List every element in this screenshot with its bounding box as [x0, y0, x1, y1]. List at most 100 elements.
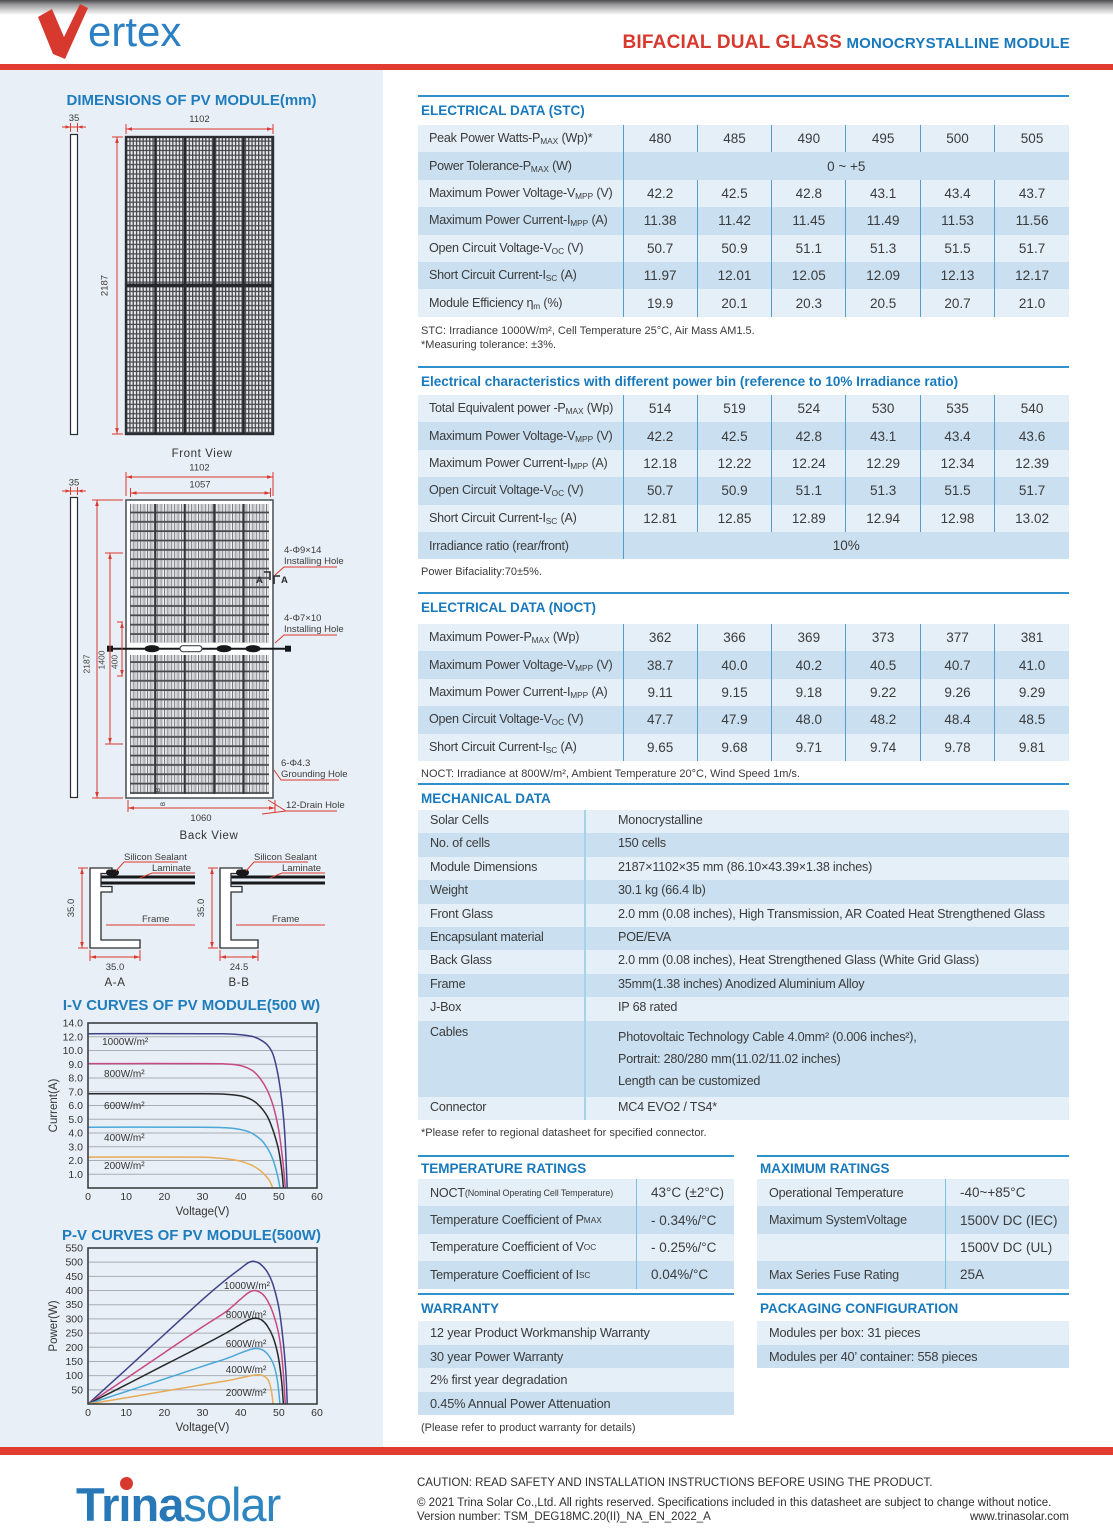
series-line	[87, 1374, 274, 1405]
cell-value: 500	[919, 125, 995, 153]
section-rule	[418, 1155, 734, 1157]
cell-value: 51.7	[994, 477, 1069, 505]
dim-aa-height: 35.0	[66, 899, 77, 918]
temperature-table: NOCT (Nominal Operating Cell Temperature)…	[418, 1179, 734, 1289]
cell-value: 47.7	[622, 706, 698, 734]
stc-table: Peak Power Watts-PMAX (Wp)* 480 485 490 495 5…	[418, 125, 1069, 317]
cell-value: 12.24	[771, 449, 846, 478]
x-tick-label: 10	[120, 1407, 132, 1419]
title-module: MONOCRYSTALLINE MODULE	[846, 35, 1070, 52]
series-label: 1000W/m²	[102, 1037, 149, 1048]
label-grounding-hole-a: 6-Φ4.3	[281, 758, 310, 769]
series-line	[87, 1260, 288, 1405]
cell-value: 381	[994, 624, 1069, 652]
table-row: Peak Power Watts-PMAX (Wp)* 480 485 490 495 5…	[418, 125, 1069, 153]
cell-value: 50.7	[622, 234, 698, 262]
row-value: MC4 EVO2 / TS4*	[584, 1096, 1069, 1120]
footer-website-link[interactable]: www.trinasolar.com	[969, 1511, 1069, 1523]
dim-bb-height: 35.0	[196, 899, 207, 918]
table-row: Weight 30.1 kg (66.4 lb)	[418, 880, 1069, 904]
row-span-value: 10%	[622, 531, 1069, 560]
label-bb-laminate: Laminate	[282, 863, 321, 874]
cell-value: 48.4	[919, 706, 995, 734]
dim-back-height: 2187	[82, 654, 92, 673]
cell-value: 42.2	[622, 422, 698, 450]
cell-value: 51.5	[919, 477, 995, 505]
cell-value: 530	[845, 395, 921, 423]
cell-value: 12.39	[994, 449, 1069, 478]
y-tick-label: 1.0	[68, 1169, 83, 1181]
x-tick-label: 30	[197, 1191, 209, 1203]
power-bin-footnotes: Power Bifaciality:70±5%.	[421, 565, 1069, 579]
section-title-temperature: TEMPERATURE RATINGS	[421, 1161, 587, 1176]
section-title-warranty: WARRANTY	[421, 1301, 499, 1316]
list-item: 30 year Power Warranty	[418, 1344, 734, 1368]
front-view-drawing: 35 1102 218	[62, 113, 275, 460]
label-drain-hole: 12-Drain Hole	[286, 800, 345, 811]
row-value: - 0.34%/°C	[636, 1206, 734, 1234]
y-tick-label: 14.0	[63, 1018, 84, 1030]
title-bifacial: BIFACIAL DUAL GLASS	[622, 32, 842, 53]
section-temperature-ratings: TEMPERATURE RATINGS NOCT (Nominal Operati…	[418, 1155, 734, 1289]
cell-value: 362	[622, 624, 698, 652]
value-line: Photovoltaic Technology Cable 4.0mm² (0.…	[618, 1029, 917, 1044]
y-tick-label: 200	[65, 1342, 83, 1354]
table-row: Total Equivalent power -PMAX (Wp) 514 519 5…	[418, 395, 1069, 423]
label-aa-frame: Frame	[142, 914, 169, 925]
cell-value: 12.34	[919, 449, 995, 478]
cell-value: 9.15	[696, 678, 772, 707]
cell-value: 366	[696, 624, 772, 652]
cell-value: 9.71	[771, 733, 846, 761]
series-line	[87, 1317, 285, 1405]
row-label: Short Circuit Current-ISC (A)	[418, 733, 623, 761]
label-installing-hole2-b: Installing Hole	[284, 624, 344, 635]
dim-bb-width: 24.5	[230, 962, 249, 973]
dim-aa-width: 35.0	[106, 962, 125, 973]
y-tick-label: 350	[65, 1299, 83, 1311]
row-label: Open Circuit Voltage-VOC (V)	[418, 706, 623, 734]
cell-value: 514	[622, 395, 698, 423]
table-row: Power Tolerance-PMAX (W) 0 ~ +5	[418, 152, 1069, 180]
section-electrical-noct: ELECTRICAL DATA (NOCT) Maximum Power-PMA…	[418, 592, 1069, 781]
cell-value: 11.97	[622, 261, 698, 290]
y-tick-label: 400	[65, 1285, 83, 1297]
table-row: Maximum Power Current-IMPP (A) 12.18 12.22…	[418, 449, 1069, 478]
power-bin-table: Total Equivalent power -PMAX (Wp) 514 519 5…	[418, 395, 1069, 560]
series-label: 600W/m²	[104, 1101, 145, 1112]
row-label: Max Series Fuse Rating	[769, 1267, 899, 1282]
row-label: Maximum Power-PMAX (Wp)	[418, 624, 623, 652]
dim-back-thickness: 35	[69, 478, 80, 489]
table-row: NOCT (Nominal Operating Cell Temperature)…	[418, 1179, 734, 1207]
cell-value: 51.1	[771, 234, 846, 262]
cell-value: 495	[845, 125, 921, 153]
row-label: Maximum Power Voltage-VMPP (V)	[418, 422, 623, 450]
table-row: Maximum Power Voltage-VMPP (V) 42.2 42.5 42…	[418, 422, 1069, 450]
table-row: Temperature Coefficient of V OC - 0.25%/°C	[418, 1233, 734, 1262]
cell-value: 38.7	[622, 651, 698, 679]
top-window-shadow	[0, 0, 1113, 15]
stc-footnotes: STC: Irradiance 1000W/m², Cell Temperatu…	[421, 324, 1069, 352]
row-label: Maximum SystemVoltage	[769, 1213, 907, 1228]
document-title: BIFACIAL DUAL GLASS MONOCRYSTALLINE MODU…	[622, 32, 1070, 54]
row-label: Power Tolerance-PMAX (W)	[418, 152, 623, 180]
table-row: Short Circuit Current-ISC (A) 9.65 9.68 9.7…	[418, 733, 1069, 761]
row-label: Maximum Power Voltage-VMPP (V)	[418, 651, 623, 679]
section-rule	[757, 1155, 1069, 1157]
back-view-drawing: 1102 1057 35	[62, 463, 348, 842]
x-tick-label: 60	[311, 1191, 323, 1203]
row-label: Front Glass	[430, 906, 493, 921]
cell-value: 11.38	[622, 207, 698, 235]
row-label: Temperature Coefficient of I SC	[430, 1267, 591, 1282]
table-row: Maximum SystemVoltage 1500V DC (IEC)	[757, 1206, 1069, 1234]
cell-value: 11.45	[771, 207, 846, 235]
row-label	[757, 1234, 945, 1261]
logo-trina-pre: Tr	[76, 1478, 119, 1531]
series-label: 800W/m²	[226, 1310, 267, 1321]
dimensions-panel: DIMENSIONS OF PV MODULE(mm) 35	[0, 70, 383, 1447]
label-bb-frame: Frame	[272, 914, 299, 925]
cell-value: 11.56	[994, 207, 1069, 235]
series-line	[87, 1032, 288, 1189]
y-tick-label: 4.0	[68, 1128, 83, 1140]
table-row: Operational Temperature -40~+85°C	[757, 1179, 1069, 1207]
cell-value: 47.9	[696, 706, 772, 734]
